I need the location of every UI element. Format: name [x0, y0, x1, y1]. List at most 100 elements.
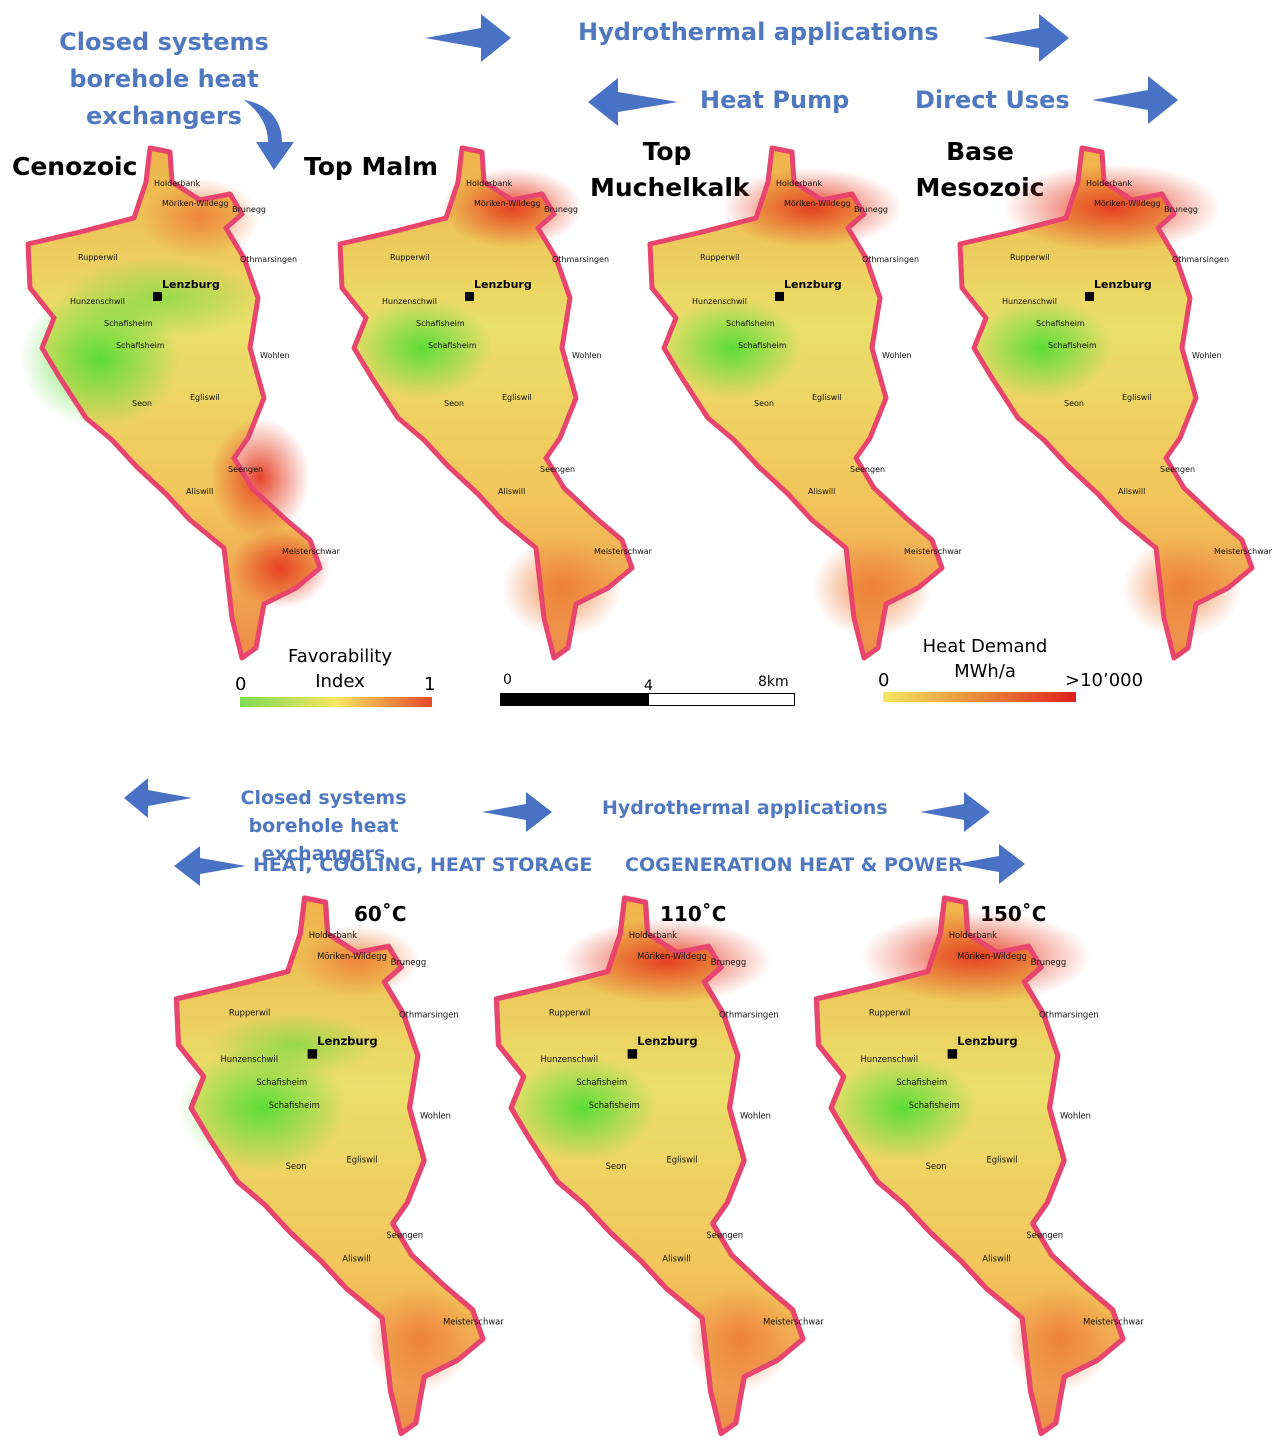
- arrow-right-icon: [1092, 76, 1178, 124]
- svg-text:Seengen: Seengen: [1160, 465, 1195, 474]
- svg-text:Othmarsingen: Othmarsingen: [1039, 1010, 1099, 1020]
- svg-text:Seon: Seon: [606, 1161, 627, 1171]
- svg-text:Rupperwil: Rupperwil: [549, 1008, 590, 1018]
- svg-text:Rupperwil: Rupperwil: [869, 1008, 910, 1018]
- svg-text:Brunegg: Brunegg: [1164, 205, 1198, 214]
- svg-text:Egliswil: Egliswil: [347, 1155, 378, 1165]
- svg-text:Rupperwil: Rupperwil: [1010, 253, 1050, 262]
- svg-text:Meisterschwar: Meisterschwar: [904, 547, 963, 556]
- svg-text:Schafisheim: Schafisheim: [1048, 341, 1097, 350]
- arrow-left-icon: [174, 846, 246, 886]
- map-title-top-malm: Top Malm: [304, 152, 438, 181]
- svg-text:Holderbank: Holderbank: [776, 179, 822, 188]
- favorability-colorbar: [240, 697, 432, 707]
- svg-text:Lenzburg: Lenzburg: [162, 278, 220, 291]
- svg-text:Rupperwil: Rupperwil: [390, 253, 430, 262]
- svg-text:Möriken-Wildegg: Möriken-Wildegg: [1094, 199, 1161, 208]
- svg-text:Lenzburg: Lenzburg: [317, 1034, 378, 1048]
- svg-text:Schafisheim: Schafisheim: [428, 341, 477, 350]
- svg-text:Lenzburg: Lenzburg: [1094, 278, 1152, 291]
- svg-text:Othmarsingen: Othmarsingen: [862, 255, 919, 264]
- svg-text:Schafisheim: Schafisheim: [896, 1077, 947, 1087]
- map-top-malm: Holderbank Möriken-Wildegg Brunegg Ruppe…: [337, 145, 653, 661]
- map-60c: Holderbank Möriken-Wildegg Brunegg Ruppe…: [173, 895, 505, 1437]
- svg-text:Schafisheim: Schafisheim: [726, 319, 775, 328]
- svg-text:Seon: Seon: [926, 1161, 947, 1171]
- bottom-hydrothermal-label: Hydrothermal applications: [602, 797, 888, 819]
- svg-text:Wohlen: Wohlen: [740, 1111, 771, 1121]
- svg-text:Wohlen: Wohlen: [882, 351, 912, 360]
- svg-text:Schafisheim: Schafisheim: [269, 1100, 320, 1110]
- svg-text:Seon: Seon: [1064, 399, 1084, 408]
- svg-text:Hunzenschwil: Hunzenschwil: [221, 1054, 279, 1064]
- svg-text:Seon: Seon: [286, 1161, 307, 1171]
- map-top-muchelkalk: Holderbank Möriken-Wildegg Brunegg Ruppe…: [647, 145, 963, 661]
- arrow-left-icon: [588, 78, 678, 126]
- svg-text:Lenzburg: Lenzburg: [637, 1034, 698, 1048]
- svg-text:Seengen: Seengen: [540, 465, 575, 474]
- favorability-legend-max: 1: [424, 674, 436, 695]
- map-title-top-muchelkalk: Top Muchelkalk: [590, 137, 750, 202]
- arrow-right-icon: [955, 844, 1025, 884]
- svg-text:Seengen: Seengen: [386, 1230, 423, 1240]
- svg-text:Wohlen: Wohlen: [572, 351, 602, 360]
- town-labels: Holderbank Möriken-Wildegg Brunegg Ruppe…: [221, 930, 505, 1326]
- svg-text:Schafisheim: Schafisheim: [589, 1100, 640, 1110]
- svg-text:Rupperwil: Rupperwil: [229, 1008, 270, 1018]
- svg-text:Aliswill: Aliswill: [662, 1253, 691, 1263]
- svg-text:Meisterschwar: Meisterschwar: [594, 547, 653, 556]
- map-title-cenozoic: Cenozoic: [12, 152, 138, 181]
- svg-text:Lenzburg: Lenzburg: [784, 278, 842, 291]
- map-base-mesozoic: Holderbank Möriken-Wildegg Brunegg Ruppe…: [957, 145, 1273, 661]
- svg-text:Brunegg: Brunegg: [711, 957, 747, 967]
- svg-text:Möriken-Wildegg: Möriken-Wildegg: [637, 951, 707, 961]
- svg-text:Brunegg: Brunegg: [854, 205, 888, 214]
- svg-text:Holderbank: Holderbank: [154, 179, 200, 188]
- svg-text:Lenzburg: Lenzburg: [957, 1034, 1018, 1048]
- svg-text:Lenzburg: Lenzburg: [474, 278, 532, 291]
- svg-text:Schafisheim: Schafisheim: [1036, 319, 1085, 328]
- scalebar-end: 8km: [758, 674, 789, 690]
- arrow-right-icon: [425, 14, 511, 62]
- scalebar-zero: 0: [503, 672, 512, 688]
- top-closed-systems-label: Closed systems borehole heat exchangers: [59, 28, 269, 130]
- svg-text:Meisterschwar: Meisterschwar: [763, 1316, 824, 1326]
- town-labels: Holderbank Möriken-Wildegg Brunegg Ruppe…: [541, 930, 825, 1326]
- town-labels: Holderbank Möriken-Wildegg Brunegg Ruppe…: [692, 179, 963, 556]
- top-heat-pump-label: Heat Pump: [700, 86, 850, 114]
- svg-text:Meisterschwar: Meisterschwar: [1083, 1316, 1144, 1326]
- svg-text:Egliswil: Egliswil: [812, 393, 842, 402]
- svg-text:Schafisheim: Schafisheim: [256, 1077, 307, 1087]
- arrow-right-icon: [983, 14, 1069, 62]
- svg-text:Seengen: Seengen: [228, 465, 263, 474]
- heat-demand-legend-max: >10’000: [1065, 670, 1144, 691]
- svg-text:Holderbank: Holderbank: [309, 930, 357, 940]
- top-direct-uses-label: Direct Uses: [915, 86, 1070, 114]
- arrow-left-icon: [124, 778, 192, 818]
- arrow-right-icon: [920, 792, 990, 832]
- svg-text:Egliswil: Egliswil: [190, 393, 220, 402]
- svg-text:Othmarsingen: Othmarsingen: [552, 255, 609, 264]
- svg-text:Othmarsingen: Othmarsingen: [1172, 255, 1229, 264]
- svg-text:Aliswill: Aliswill: [498, 487, 525, 496]
- svg-text:Möriken-Wildegg: Möriken-Wildegg: [957, 951, 1027, 961]
- svg-text:Othmarsingen: Othmarsingen: [399, 1010, 459, 1020]
- heat-demand-legend-min: 0: [878, 670, 890, 691]
- svg-text:Brunegg: Brunegg: [391, 957, 427, 967]
- scalebar-mid: 4: [644, 678, 653, 694]
- svg-text:Meisterschwar: Meisterschwar: [443, 1316, 504, 1326]
- bottom-closed-systems-label: Closed systems borehole heat exchangers: [240, 787, 407, 865]
- town-labels: Holderbank Möriken-Wildegg Brunegg Ruppe…: [382, 179, 653, 556]
- heat-demand-legend-title: Heat Demand MWh/a: [922, 636, 1048, 682]
- map-title-60c: 60˚C: [354, 902, 407, 926]
- svg-text:Möriken-Wildegg: Möriken-Wildegg: [317, 951, 387, 961]
- svg-text:Egliswil: Egliswil: [987, 1155, 1018, 1165]
- svg-text:Rupperwil: Rupperwil: [78, 253, 118, 262]
- svg-text:Brunegg: Brunegg: [1031, 957, 1067, 967]
- top-hydrothermal-label: Hydrothermal applications: [578, 18, 939, 46]
- svg-text:Brunegg: Brunegg: [232, 205, 266, 214]
- heat-demand-colorbar: [883, 692, 1076, 702]
- svg-text:Schafisheim: Schafisheim: [416, 319, 465, 328]
- arrow-right-icon: [482, 792, 552, 832]
- scalebar: [500, 693, 795, 706]
